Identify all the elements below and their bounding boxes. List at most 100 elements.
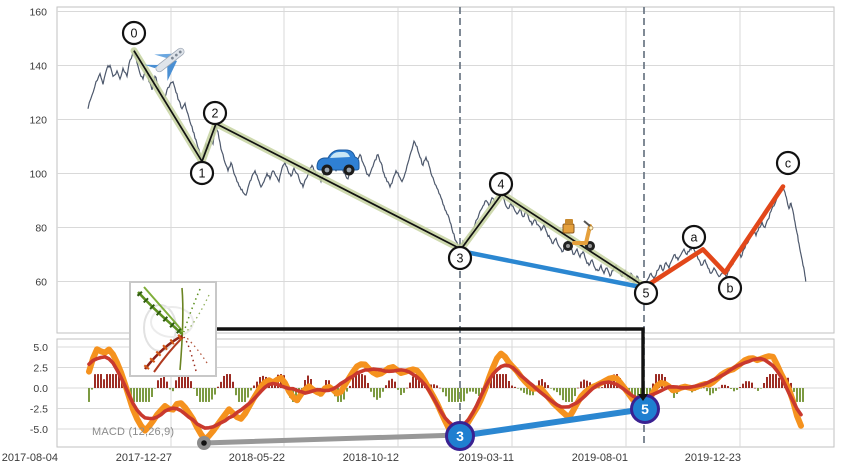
macd-params-label: MACD (12,26,9) bbox=[92, 426, 175, 438]
scooter-box bbox=[562, 223, 575, 234]
macd-histogram-bar bbox=[577, 387, 579, 389]
x-tick-label: 2018-10-12 bbox=[343, 452, 399, 464]
macd-histogram-bar bbox=[373, 388, 375, 398]
macd-histogram-bar bbox=[391, 378, 393, 388]
macd-histogram-bar bbox=[238, 388, 240, 402]
macd-histogram-bar bbox=[505, 374, 507, 388]
price-y-tick-label: 140 bbox=[29, 60, 47, 72]
macd-histogram-bar bbox=[508, 381, 510, 388]
macd-histogram-bar bbox=[760, 388, 762, 389]
macd-histogram-bar bbox=[109, 374, 111, 388]
macd-histogram-bar bbox=[166, 381, 168, 388]
macd-histogram-bar bbox=[412, 376, 414, 388]
wave-marker-b bbox=[717, 275, 743, 301]
macd-histogram-bar bbox=[718, 387, 720, 389]
macd-marker-label: 5 bbox=[641, 401, 649, 417]
macd-histogram-bar bbox=[499, 374, 501, 388]
connector-arrowhead bbox=[638, 394, 648, 401]
macd-histogram-bar bbox=[415, 374, 417, 388]
scooter-frame bbox=[572, 224, 592, 245]
macd-histogram-bar bbox=[526, 388, 528, 395]
macd-histogram-bar bbox=[349, 385, 351, 388]
macd-histogram-bar bbox=[160, 377, 162, 388]
macd-histogram-bar bbox=[736, 388, 738, 390]
macd-three-five-line bbox=[457, 406, 648, 439]
wave-marker-5 bbox=[633, 280, 659, 306]
macd-histogram-bar bbox=[706, 388, 708, 392]
wave-marker-a bbox=[681, 224, 707, 250]
macd-histogram-bar bbox=[457, 388, 459, 402]
wave-marker-0 bbox=[121, 20, 147, 46]
macd-histogram-bar bbox=[649, 388, 651, 396]
x-tick-label: 2019-08-01 bbox=[572, 452, 628, 464]
macd-histogram-bar bbox=[763, 382, 765, 388]
wave-marker-label: 2 bbox=[212, 107, 219, 121]
wave-marker-1 bbox=[189, 160, 215, 186]
macd-histogram-bar bbox=[724, 384, 726, 388]
macd-histogram-bar bbox=[196, 388, 198, 396]
macd-histogram-bar bbox=[250, 388, 252, 391]
three-five-trendline bbox=[458, 248, 648, 291]
tail-fin bbox=[144, 64, 159, 69]
macd-histogram-bar bbox=[157, 380, 159, 388]
macd-histogram-bar bbox=[361, 374, 363, 388]
macd-histogram-bar bbox=[730, 388, 732, 389]
macd-histogram-bar bbox=[172, 388, 174, 392]
macd-histogram-bar bbox=[559, 388, 561, 396]
scooter-headlight bbox=[588, 225, 594, 231]
macd-histogram-bar bbox=[214, 388, 216, 395]
airplane-icon bbox=[144, 47, 185, 82]
inset-green-caterpillar bbox=[136, 290, 185, 337]
price-y-tick-label: 120 bbox=[29, 114, 47, 126]
macd-histogram-bar bbox=[271, 384, 273, 388]
macd-histogram-bar bbox=[727, 386, 729, 388]
macd-histogram-bar bbox=[205, 388, 207, 402]
inset-stem bbox=[179, 287, 184, 371]
macd-histogram-bar bbox=[433, 384, 435, 388]
macd-histogram-bar bbox=[256, 381, 258, 388]
price-panel bbox=[56, 6, 835, 334]
macd-histogram-bar bbox=[379, 388, 381, 398]
window bbox=[178, 50, 182, 54]
macd-histogram-bar bbox=[550, 388, 552, 389]
macd-histogram-bar bbox=[472, 388, 474, 392]
macd-histogram-bar bbox=[220, 381, 222, 388]
macd-histogram-bar bbox=[232, 381, 234, 388]
macd-histogram-bar bbox=[469, 388, 471, 392]
macd-histogram-bar bbox=[514, 386, 516, 388]
macd-histogram-bar bbox=[136, 388, 138, 402]
macd-histogram-bar bbox=[580, 381, 582, 388]
macd-histogram-bar bbox=[613, 374, 615, 388]
price-y-tick-label: 100 bbox=[29, 168, 47, 180]
x-tick-label: 2017-12-27 bbox=[116, 452, 172, 464]
wave-marker-label: c bbox=[785, 157, 791, 171]
macd-histogram-bar bbox=[436, 385, 438, 388]
macd-histogram-bar bbox=[721, 384, 723, 388]
macd-histogram-bar bbox=[739, 387, 741, 388]
macd-histogram-bar bbox=[802, 388, 804, 402]
macd-histogram-bar bbox=[463, 388, 465, 402]
macd-histogram-bar bbox=[229, 374, 231, 388]
macd-histogram-bar bbox=[478, 388, 480, 396]
macd-histogram-bar bbox=[181, 374, 183, 388]
macd-histogram-bar bbox=[754, 387, 756, 389]
macd-histogram-bar bbox=[631, 388, 633, 395]
macd-histogram-bar bbox=[475, 388, 477, 394]
macd-signal-line bbox=[87, 355, 803, 430]
macd-histogram-bar bbox=[145, 388, 147, 402]
macd-histogram-bar bbox=[388, 380, 390, 388]
macd-histogram-bar bbox=[310, 379, 312, 388]
wing bbox=[154, 53, 172, 59]
wave-marker-label: 3 bbox=[457, 252, 464, 266]
macd-histogram-bar bbox=[541, 379, 543, 388]
macd-histogram-bar bbox=[400, 388, 402, 396]
car-window bbox=[330, 152, 350, 158]
macd-histogram-bar bbox=[355, 374, 357, 388]
macd-y-tick-label: -2.5 bbox=[30, 403, 48, 415]
macd-histogram-bar bbox=[544, 382, 546, 388]
macd-histogram-bar bbox=[247, 388, 249, 398]
macd-histogram-bar bbox=[235, 388, 237, 396]
macd-histogram-bar bbox=[604, 384, 606, 388]
inset-connector-line bbox=[217, 327, 645, 395]
